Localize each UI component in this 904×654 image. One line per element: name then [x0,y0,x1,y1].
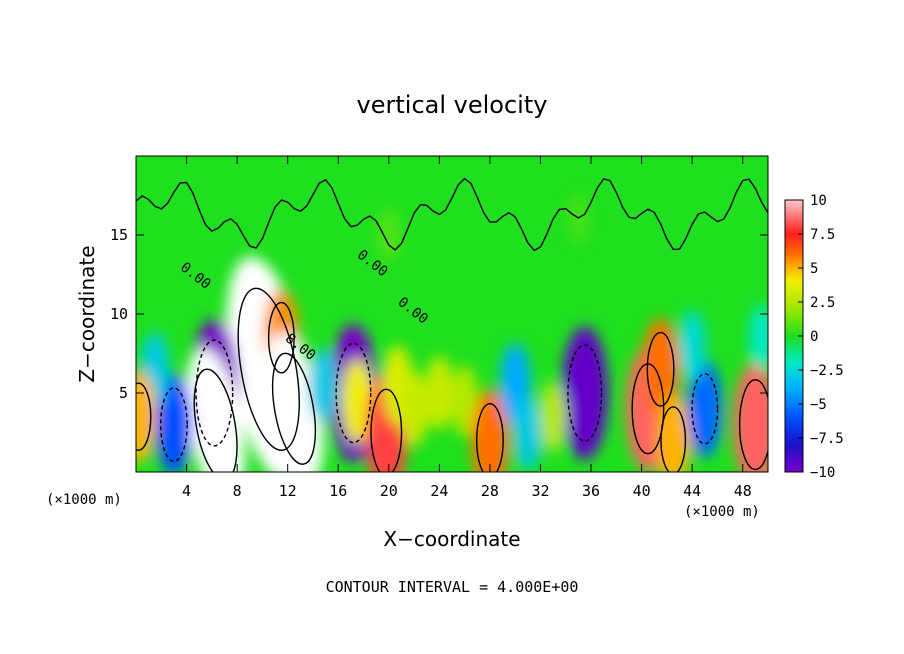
plot-area: 0.00 0.000.008.00 [136,156,768,472]
y-tick-label: 15 [110,226,128,244]
field-cell [155,373,193,472]
field-cell [308,347,338,423]
x-tick-label: 8 [233,482,242,500]
contour-line [136,382,152,451]
x-tick-label: 48 [734,482,752,500]
contour-line [567,344,603,442]
field-cell [425,355,454,431]
x-tick-label: 28 [481,482,499,500]
x-axis-unit-right: (×1000 m) [684,504,760,520]
colorbar-tick-label: −7.5 [810,431,844,447]
contour-line [271,352,317,465]
field-cell [264,331,324,472]
y-tick-label: 5 [119,384,128,402]
colorbar-tick-label: 7.5 [810,227,835,243]
contour-line [738,379,768,471]
field-cell [185,347,246,472]
x-tick-label: 16 [329,482,347,500]
colorbar-tick-label: −2.5 [810,363,844,379]
y-tick-label: 10 [110,305,128,323]
x-tick-label: 32 [531,482,549,500]
contour-line [370,388,403,472]
x-tick-label: 44 [683,482,701,500]
contour-line [646,331,675,407]
x-tick-label: 12 [279,482,297,500]
y-axis-ticks: 5 10 15 [110,226,768,402]
contour-line [691,372,719,445]
field-cell [678,310,706,381]
contour-line [660,406,687,472]
colorbar-tick-label: 10 [810,193,827,209]
field-cell [471,389,509,472]
colorbar-tick-label: 2.5 [810,295,835,311]
y-axis-label: Z−coordinate [75,245,99,382]
contour-line [159,387,188,463]
chart-title: vertical velocity [357,91,548,119]
contour-line [475,402,504,472]
colorbar-tick-label: −10 [810,465,835,481]
field-cell [377,207,400,263]
colorbar-ticks: 10 7.5 5 2.5 0 −2.5 −5 −7.5 −10 [798,193,844,481]
contour-line [195,339,234,447]
x-axis-label: X−coordinate [383,527,520,551]
contour-line [335,342,372,444]
field-cell [341,358,373,443]
field-cell [733,362,768,472]
field-cell [748,304,768,371]
field-cell [451,365,479,437]
x-tick-label: 40 [633,482,651,500]
contour-line [267,301,295,374]
x-tick-label: 36 [582,482,600,500]
field-cell [399,371,429,447]
x-axis-unit-left: (×1000 m) [46,492,122,508]
x-tick-label: 24 [430,482,448,500]
x-tick-label: 20 [380,482,398,500]
colorbar-tick-label: 5 [810,261,818,277]
field-cell [513,395,543,470]
contour-lines [136,177,768,472]
zero-contour-line [136,177,768,252]
contour-interval-note: CONTOUR INTERVAL = 4.000E+00 [326,578,579,596]
contour-line [237,287,300,451]
field-cell [539,381,567,452]
x-axis-ticks: 4 8 12 16 20 24 28 32 36 40 44 48 [182,156,752,500]
field-cell [567,192,590,246]
colorbar-tick-label: −5 [810,397,827,413]
contour-line [193,368,238,472]
field-cell [656,393,691,472]
colorbar-tick-label: 0 [810,329,818,345]
x-tick-label: 4 [182,482,191,500]
